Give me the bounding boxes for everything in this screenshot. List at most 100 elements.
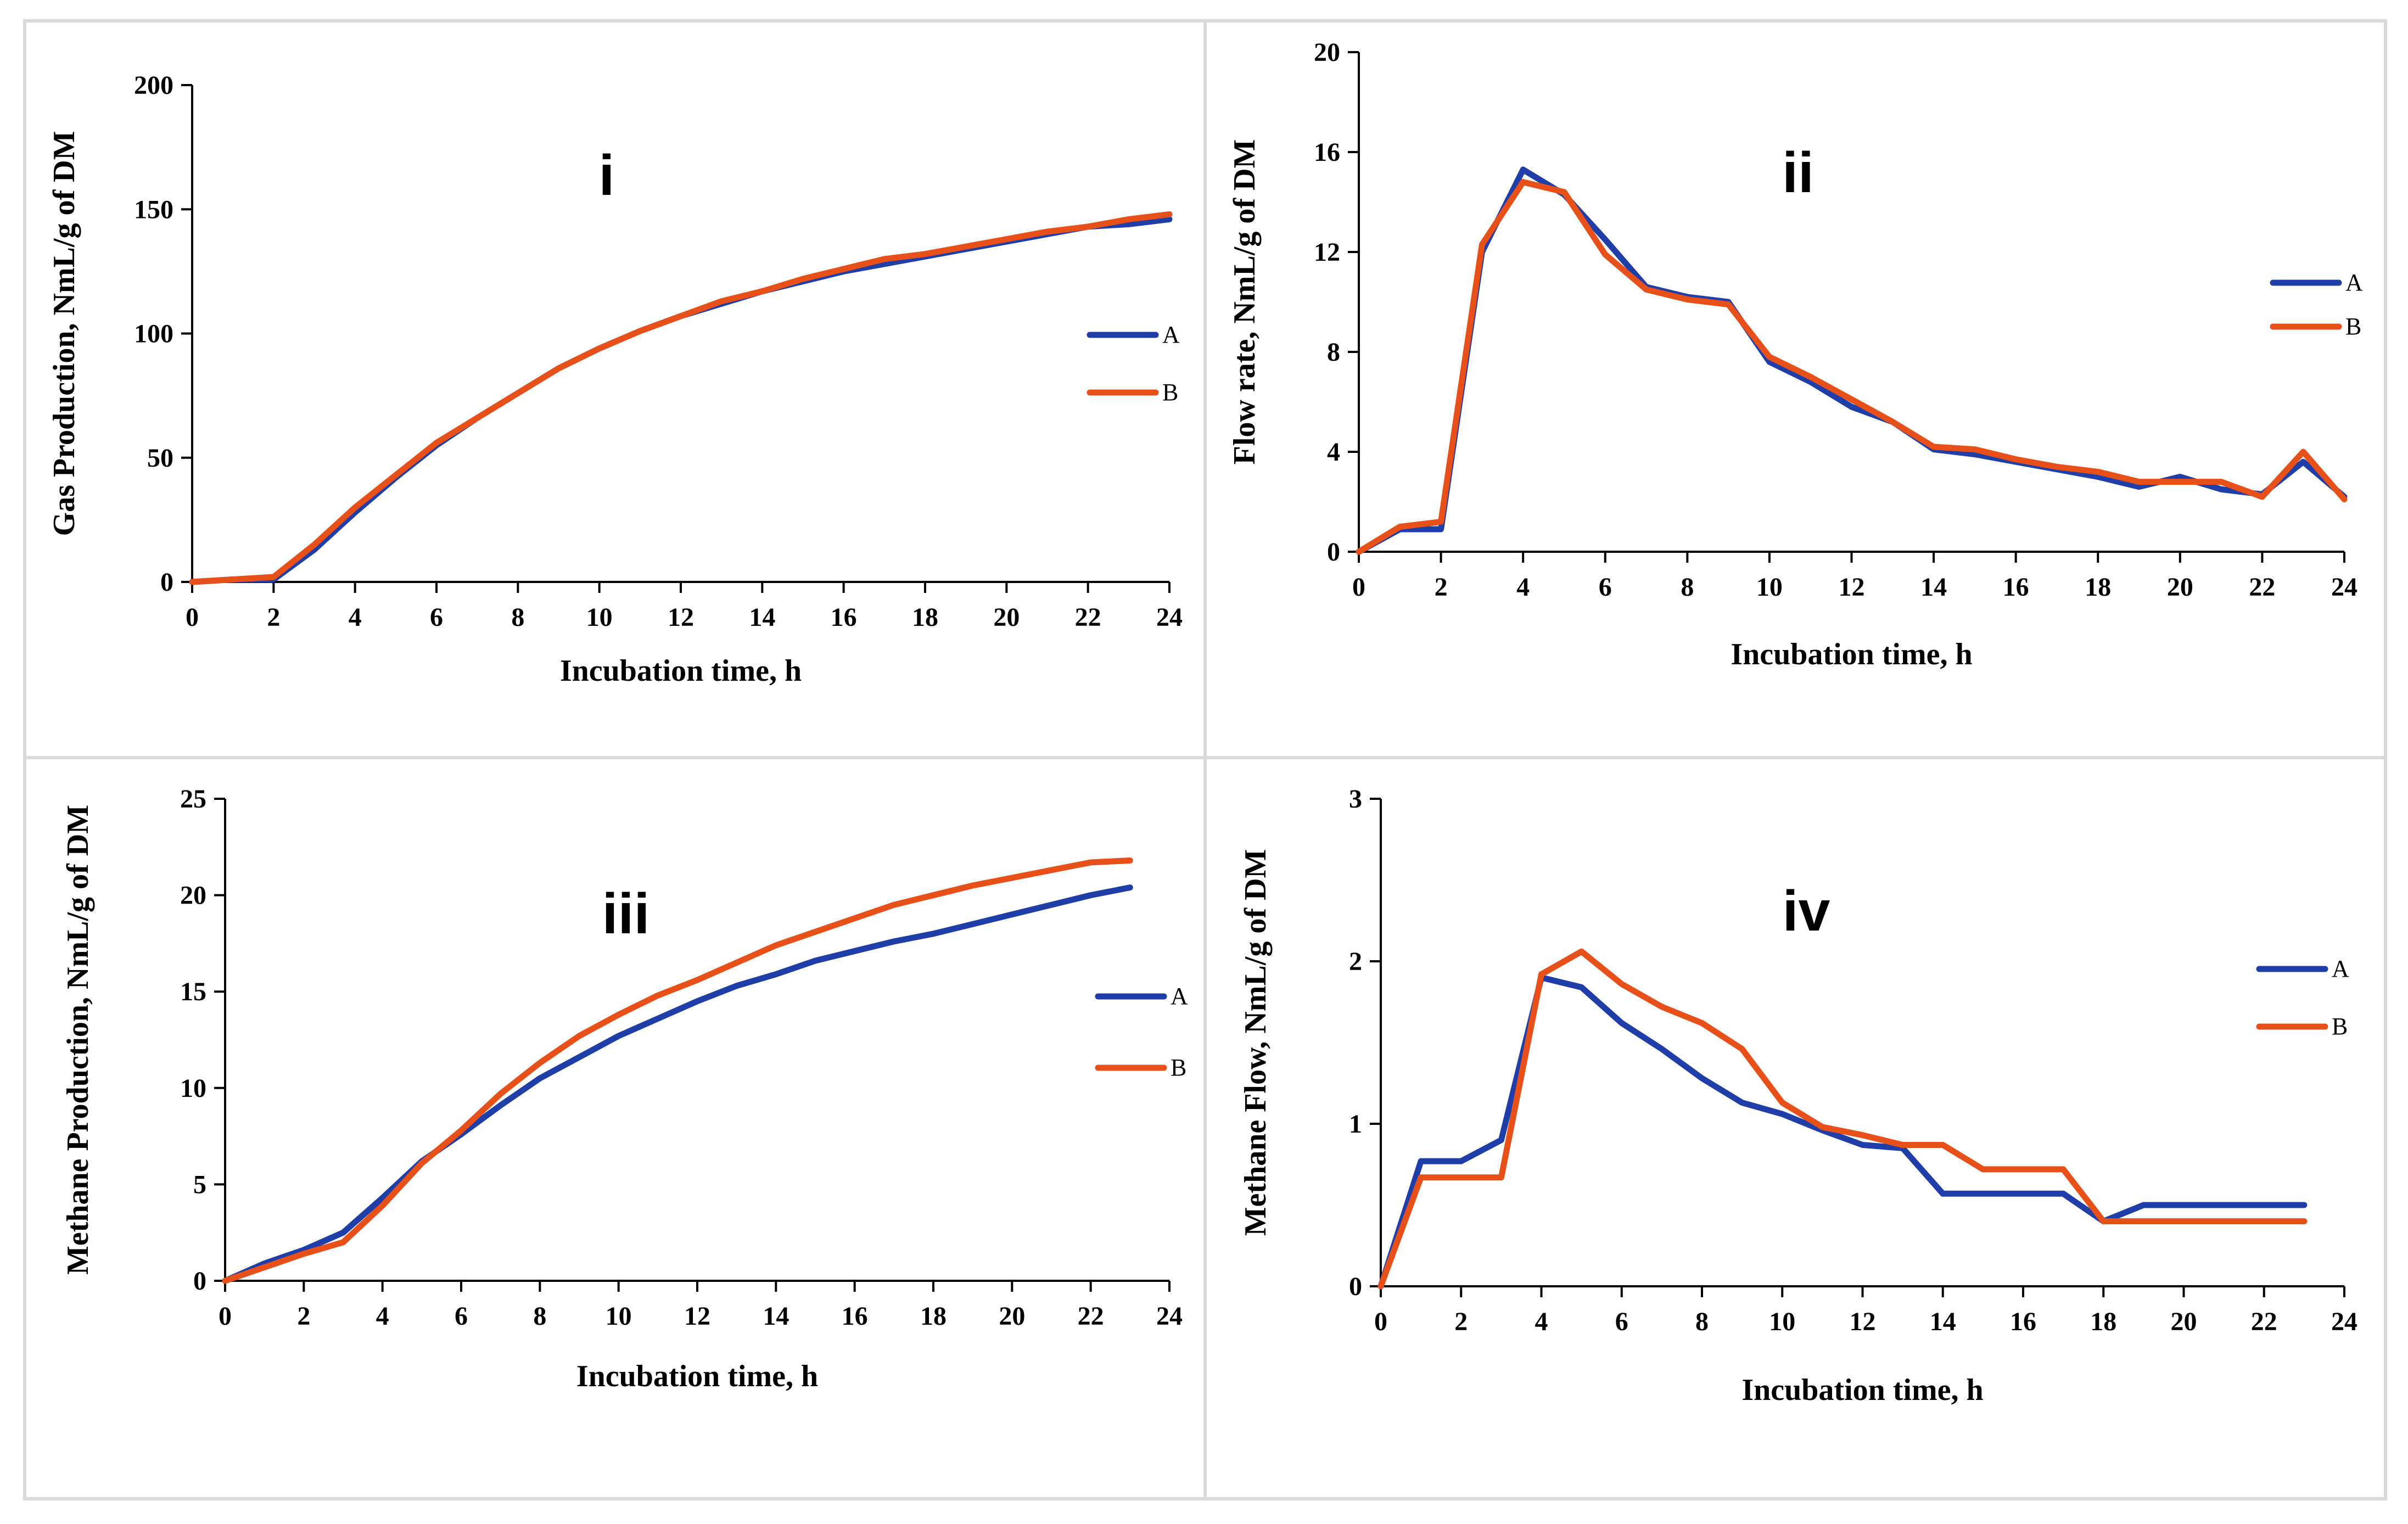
x-tick-label: 2 [1454, 1307, 1468, 1336]
panel-label: iii [602, 882, 650, 946]
x-tick-label: 14 [749, 603, 775, 632]
legend-label-b: B [2332, 1013, 2348, 1040]
y-tick-label: 20 [1314, 38, 1340, 67]
y-axis-label: Gas Production, NmL/g of DM [47, 131, 81, 536]
y-tick-label: 10 [180, 1074, 206, 1103]
panel-label: ii [1782, 141, 1814, 205]
y-axis-label: Methane Flow, NmL/g of DM [1239, 849, 1273, 1236]
x-tick-label: 12 [668, 603, 694, 632]
x-tick-label: 18 [912, 603, 938, 632]
x-tick-label: 0 [219, 1302, 232, 1331]
x-tick-label: 12 [1850, 1307, 1876, 1336]
x-tick-label: 10 [586, 603, 613, 632]
x-axis-label: Incubation time, h [1741, 1373, 1983, 1407]
x-tick-label: 24 [2331, 1307, 2357, 1336]
y-tick-label: 3 [1349, 785, 1362, 814]
x-tick-label: 12 [1839, 573, 1865, 602]
x-tick-label: 22 [1075, 603, 1101, 632]
x-tick-label: 20 [2167, 573, 2193, 602]
x-tick-label: 2 [1435, 573, 1448, 602]
panel-label: i [599, 144, 615, 208]
x-tick-label: 22 [2251, 1307, 2277, 1336]
series-line-a [222, 884, 1133, 1284]
y-tick-label: 2 [1349, 947, 1362, 976]
y-tick-label: 0 [160, 568, 173, 597]
x-tick-label: 10 [1756, 573, 1783, 602]
y-tick-label: 25 [180, 785, 206, 814]
x-tick-label: 24 [1156, 603, 1183, 632]
x-tick-label: 4 [349, 603, 362, 632]
x-axis-label: Incubation time, h [1731, 637, 1972, 671]
x-tick-label: 6 [455, 1302, 468, 1331]
panel-label: iv [1783, 879, 1830, 943]
x-tick-label: 6 [1615, 1307, 1628, 1336]
series-line-b [1377, 948, 2308, 1290]
y-tick-label: 0 [1349, 1272, 1362, 1301]
x-tick-label: 8 [1681, 573, 1694, 602]
legend-label-b: B [2345, 313, 2361, 340]
series-line-b [1356, 179, 2348, 555]
x-tick-label: 14 [763, 1302, 789, 1331]
x-tick-label: 0 [186, 603, 199, 632]
x-tick-label: 2 [297, 1302, 310, 1331]
x-tick-label: 6 [430, 603, 443, 632]
x-tick-label: 4 [376, 1302, 389, 1331]
y-tick-label: 0 [1327, 537, 1340, 567]
legend-label-a: A [2332, 955, 2349, 982]
legend-label-b: B [1162, 379, 1178, 406]
y-tick-label: 5 [193, 1170, 206, 1199]
x-tick-label: 18 [2090, 1307, 2116, 1336]
series-line-b [222, 857, 1133, 1284]
x-tick-label: 20 [2171, 1307, 2197, 1336]
y-tick-label: 4 [1327, 438, 1340, 467]
x-tick-label: 10 [606, 1302, 632, 1331]
series-line-b [189, 211, 1173, 585]
y-tick-label: 1 [1349, 1110, 1362, 1139]
x-tick-label: 20 [993, 603, 1020, 632]
x-tick-label: 14 [1930, 1307, 1956, 1336]
x-tick-label: 20 [999, 1302, 1025, 1331]
y-tick-label: 200 [134, 71, 173, 100]
x-tick-label: 8 [533, 1302, 546, 1331]
x-tick-label: 4 [1535, 1307, 1548, 1336]
series-line-a [1356, 166, 2348, 555]
y-tick-label: 8 [1327, 338, 1340, 367]
legend-label-a: A [1162, 321, 1180, 348]
x-tick-label: 8 [1695, 1307, 1709, 1336]
legend-label-a: A [2345, 269, 2363, 296]
x-axis-label: Incubation time, h [560, 654, 802, 688]
y-tick-label: 0 [193, 1267, 206, 1296]
y-tick-label: 20 [180, 881, 206, 910]
x-tick-label: 8 [511, 603, 524, 632]
x-tick-label: 18 [920, 1302, 947, 1331]
x-tick-label: 4 [1516, 573, 1530, 602]
y-tick-label: 100 [134, 320, 173, 349]
legend-label-a: A [1171, 983, 1188, 1010]
y-tick-label: 16 [1314, 138, 1340, 167]
x-tick-label: 18 [2085, 573, 2111, 602]
x-tick-label: 24 [1156, 1302, 1183, 1331]
y-tick-label: 150 [134, 195, 173, 224]
y-axis-label: Flow rate, NmL/g of DM [1228, 139, 1262, 465]
x-tick-label: 16 [842, 1302, 868, 1331]
y-tick-label: 15 [180, 977, 206, 1006]
x-tick-label: 16 [2003, 573, 2029, 602]
x-tick-label: 0 [1352, 573, 1365, 602]
y-tick-label: 50 [147, 444, 173, 473]
series-line-a [189, 216, 1173, 585]
x-tick-label: 22 [1078, 1302, 1104, 1331]
y-axis-label: Methane Production, NmL/g of DM [61, 805, 95, 1275]
x-tick-label: 16 [831, 603, 857, 632]
y-tick-label: 12 [1314, 238, 1340, 267]
x-tick-label: 16 [2010, 1307, 2036, 1336]
x-tick-label: 14 [1920, 573, 1947, 602]
x-tick-label: 10 [1769, 1307, 1795, 1336]
x-tick-label: 12 [684, 1302, 710, 1331]
x-tick-label: 24 [2331, 573, 2357, 602]
